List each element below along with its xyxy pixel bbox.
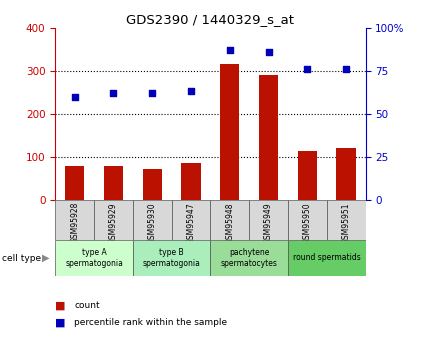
Text: type B
spermatogonia: type B spermatogonia xyxy=(143,248,201,268)
Bar xyxy=(288,200,327,240)
Bar xyxy=(298,150,317,200)
Text: count: count xyxy=(74,301,100,310)
Text: GSM95951: GSM95951 xyxy=(342,202,351,244)
Bar xyxy=(104,167,123,200)
Bar xyxy=(133,200,172,240)
Bar xyxy=(210,200,249,240)
Text: percentile rank within the sample: percentile rank within the sample xyxy=(74,318,227,327)
Text: GSM95929: GSM95929 xyxy=(109,202,118,244)
Text: ▶: ▶ xyxy=(42,253,49,263)
Point xyxy=(343,66,349,72)
Text: round spermatids: round spermatids xyxy=(293,253,360,263)
Text: GSM95949: GSM95949 xyxy=(264,202,273,244)
Text: ■: ■ xyxy=(55,318,69,327)
Bar xyxy=(220,64,239,200)
Bar xyxy=(337,148,356,200)
Bar xyxy=(181,164,201,200)
Bar xyxy=(172,200,210,240)
Text: GSM95948: GSM95948 xyxy=(225,202,234,244)
Bar xyxy=(133,240,210,276)
Text: GSM95950: GSM95950 xyxy=(303,202,312,244)
Point xyxy=(110,90,117,96)
Bar xyxy=(259,75,278,200)
Bar xyxy=(327,200,366,240)
Text: ■: ■ xyxy=(55,300,69,310)
Text: GSM95947: GSM95947 xyxy=(187,202,196,244)
Point xyxy=(227,47,233,53)
Point xyxy=(265,49,272,55)
Title: GDS2390 / 1440329_s_at: GDS2390 / 1440329_s_at xyxy=(126,13,295,27)
Bar xyxy=(55,240,133,276)
Text: type A
spermatogonia: type A spermatogonia xyxy=(65,248,123,268)
Point xyxy=(304,66,311,72)
Bar xyxy=(288,240,366,276)
Bar xyxy=(65,167,84,200)
Text: GSM95930: GSM95930 xyxy=(148,202,157,244)
Text: pachytene
spermatocytes: pachytene spermatocytes xyxy=(221,248,278,268)
Bar xyxy=(210,240,288,276)
Point xyxy=(187,89,194,94)
Text: cell type: cell type xyxy=(2,254,41,263)
Text: GSM95928: GSM95928 xyxy=(70,202,79,244)
Bar xyxy=(249,200,288,240)
Point xyxy=(71,94,78,99)
Bar xyxy=(55,200,94,240)
Bar xyxy=(142,169,162,200)
Point xyxy=(149,90,156,96)
Bar xyxy=(94,200,133,240)
